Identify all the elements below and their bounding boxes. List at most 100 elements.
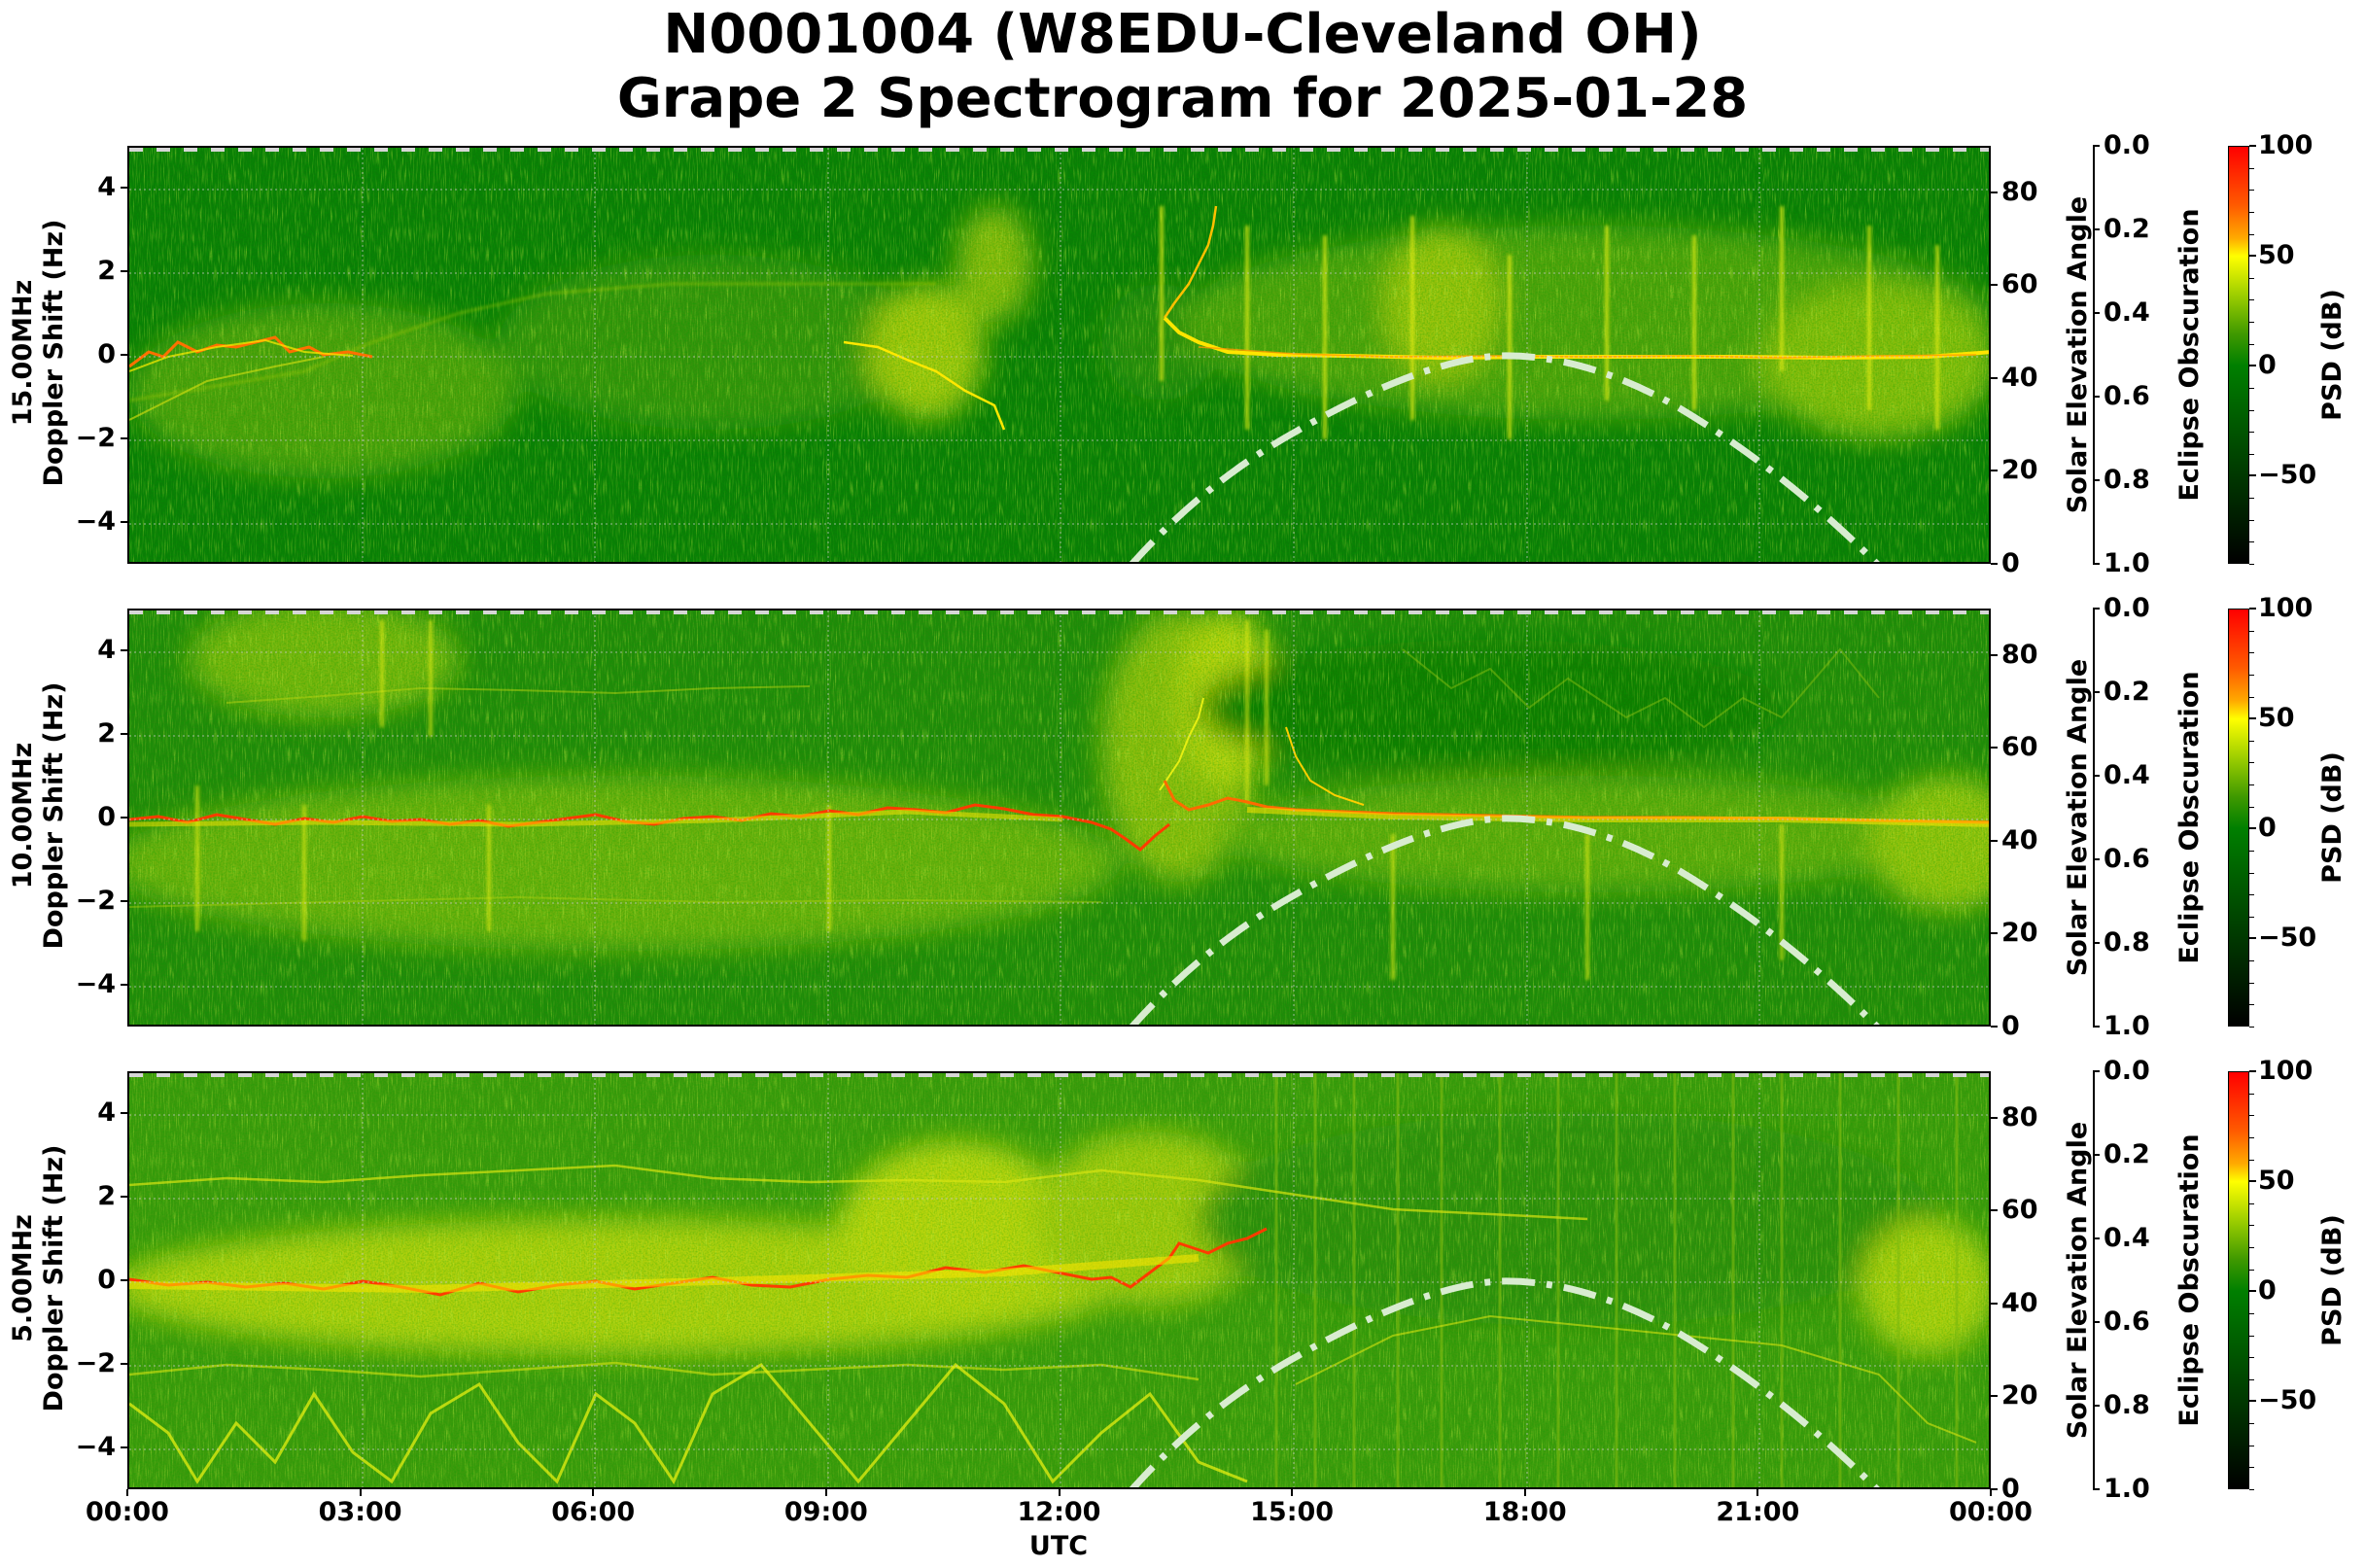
spectrogram-image-10mhz — [129, 610, 1989, 1025]
colorbar-minor-tick — [2249, 1269, 2254, 1271]
colorbar-minor-tick — [2249, 277, 2254, 279]
x-tick-label: 00:00 — [86, 1497, 169, 1527]
x-tick-label: 00:00 — [1949, 1497, 2033, 1527]
colorbar-minor-tick — [2249, 1202, 2254, 1204]
elevation-tick-mark — [1991, 839, 1998, 842]
colorbar-tick-label: −50 — [2258, 923, 2317, 954]
eclipse-tick-mark — [2093, 563, 2100, 565]
y-axis-label: 10.00MHz Doppler Shift (Hz) — [8, 611, 70, 1020]
colorbar-label: PSD (dB) — [2317, 289, 2348, 421]
x-tick-label: 15:00 — [1250, 1497, 1335, 1527]
colorbar-minor-tick — [2249, 1093, 2254, 1095]
y-tick-label: 4 — [97, 635, 116, 665]
eclipse-tick-mark — [2093, 942, 2100, 944]
eclipse-tick-mark — [2093, 228, 2100, 230]
eclipse-tick-label: 0.0 — [2104, 130, 2150, 160]
eclipse-tick-mark — [2093, 145, 2100, 147]
colorbar-tick-label: −50 — [2258, 460, 2317, 491]
y-tick-label: −2 — [75, 423, 116, 453]
colorbar-minor-tick — [2249, 1489, 2254, 1490]
eclipse-tick-label: 0.6 — [2104, 1307, 2150, 1337]
eclipse-tick-label: 0.6 — [2104, 844, 2150, 874]
colorbar-minor-tick — [2249, 1312, 2254, 1314]
colorbar-minor-tick — [2249, 850, 2254, 852]
y-tick-mark — [121, 900, 127, 902]
elevation-tick-mark — [1991, 1116, 1998, 1119]
y-tick-mark — [121, 1446, 127, 1448]
doppler-shift-label: Doppler Shift (Hz) — [39, 1144, 69, 1412]
colorbar-minor-tick — [2249, 343, 2254, 345]
frequency-label: 5.00MHz — [8, 1214, 38, 1342]
colorbar-minor-tick — [2249, 190, 2254, 192]
spectrogram-panel-15mhz — [127, 146, 1991, 564]
eclipse-tick-label: 0.4 — [2104, 1223, 2150, 1253]
eclipse-tick-label: 0.8 — [2104, 1390, 2150, 1420]
eclipse-tick-label: 0.8 — [2104, 465, 2150, 495]
elevation-axis-label: Solar Elevation Angle — [2063, 658, 2093, 977]
elevation-tick-label: 20 — [2001, 1380, 2038, 1411]
frequency-label: 10.00MHz — [8, 742, 38, 889]
colorbar-tick-mark — [2249, 1070, 2256, 1072]
colorbar-minor-tick — [2249, 740, 2254, 742]
colorbar-minor-tick — [2249, 541, 2254, 543]
y-tick-mark — [121, 817, 127, 819]
elevation-tick-mark — [1991, 191, 1998, 193]
elevation-tick-label: 20 — [2001, 455, 2038, 486]
colorbar-minor-tick — [2249, 211, 2254, 213]
elevation-tick-mark — [1991, 284, 1998, 287]
x-axis-label: UTC — [1028, 1531, 1089, 1561]
eclipse-tick-label: 0.4 — [2104, 760, 2150, 790]
colorbar-minor-tick — [2249, 498, 2254, 500]
elevation-tick-label: 40 — [2001, 824, 2038, 855]
y-tick-label: −4 — [75, 1432, 116, 1462]
eclipse-tick-mark — [2093, 1154, 2100, 1156]
colorbar-minor-tick — [2249, 1247, 2254, 1249]
y-tick-label: −2 — [75, 886, 116, 916]
eclipse-tick-label: 0.8 — [2104, 927, 2150, 958]
eclipse-tick-label: 0.2 — [2104, 677, 2150, 707]
colorbar-minor-tick — [2249, 696, 2254, 698]
y-tick-label: 4 — [97, 1098, 116, 1128]
eclipse-tick-mark — [2093, 691, 2100, 693]
x-tick-mark — [1291, 1489, 1294, 1496]
eclipse-tick-mark — [2093, 775, 2100, 777]
colorbar-minor-tick — [2249, 1335, 2254, 1337]
x-tick-mark — [592, 1489, 595, 1496]
elevation-tick-mark — [1991, 563, 1998, 565]
elevation-tick-mark — [1991, 470, 1998, 472]
elevation-tick-mark — [1991, 1488, 1998, 1490]
eclipse-tick-label: 1.0 — [2104, 548, 2150, 578]
colorbar-minor-tick — [2249, 1423, 2254, 1425]
x-tick-mark — [1990, 1489, 1992, 1496]
elevation-tick-mark — [1991, 747, 1998, 749]
eclipse-axis-line — [2093, 609, 2095, 1027]
elevation-tick-label: 0 — [2001, 1011, 2020, 1041]
colorbar-minor-tick — [2249, 1159, 2254, 1161]
colorbar-minor-tick — [2249, 872, 2254, 874]
y-tick-label: 2 — [97, 718, 116, 749]
eclipse-tick-mark — [2093, 1488, 2100, 1490]
y-tick-label: 4 — [97, 172, 116, 202]
colorbar-minor-tick — [2249, 1136, 2254, 1138]
eclipse-axis-label: Eclipse Obscuration — [2174, 208, 2205, 502]
colorbar-tick-mark — [2249, 474, 2256, 477]
eclipse-axis-label: Eclipse Obscuration — [2174, 671, 2205, 964]
x-tick-label: 21:00 — [1716, 1497, 1800, 1527]
y-tick-label: −4 — [75, 506, 116, 537]
y-axis-label: 5.00MHz Doppler Shift (Hz) — [8, 1074, 70, 1482]
eclipse-tick-label: 0.6 — [2104, 381, 2150, 411]
x-tick-mark — [1756, 1489, 1759, 1496]
eclipse-axis-line — [2093, 1071, 2095, 1489]
elevation-tick-label: 40 — [2001, 362, 2038, 393]
colorbar-minor-tick — [2249, 1115, 2254, 1117]
colorbar-minor-tick — [2249, 630, 2254, 632]
elevation-tick-mark — [1991, 376, 1998, 379]
colorbar-tick-label: 0 — [2258, 350, 2277, 381]
elevation-tick-label: 60 — [2001, 732, 2038, 763]
elevation-tick-label: 80 — [2001, 639, 2038, 670]
eclipse-tick-mark — [2093, 1026, 2100, 1028]
colorbar-tick-label: 100 — [2258, 1056, 2313, 1086]
colorbar-minor-tick — [2249, 762, 2254, 764]
colorbar-minor-tick — [2249, 982, 2254, 984]
elevation-tick-mark — [1991, 653, 1998, 656]
